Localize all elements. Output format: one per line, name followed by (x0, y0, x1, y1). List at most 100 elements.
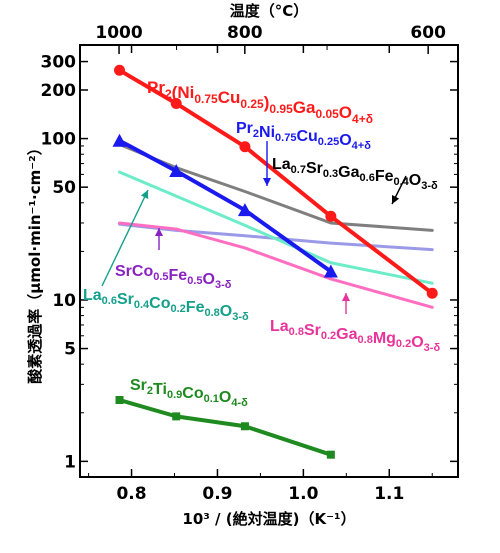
label-subscript: 0.8 (358, 334, 373, 346)
label-text: O (219, 389, 231, 406)
label-subscript: 0.75 (194, 92, 218, 106)
label-subscript: 4+δ (352, 112, 373, 126)
label-subscript: 0.8 (289, 326, 304, 338)
label-subscript: 0.6 (360, 172, 375, 184)
y-axis-title: 酸素透過率（μmol·min⁻¹·cm⁻²） (26, 140, 44, 383)
label-subscript: 0.2 (321, 330, 336, 342)
label-la-sr-ga-mg: La0.8Sr0.2Ga0.8Mg0.2O3-δ (270, 318, 440, 354)
arrow-head (155, 228, 163, 236)
label-subscript: 0.3 (323, 168, 338, 180)
label-subscript: 3-δ (232, 311, 249, 323)
label-subscript: 4+δ (352, 140, 372, 152)
data-point (325, 210, 337, 222)
top-tick-label: 1000 (95, 23, 142, 43)
arrow-la-sr-ga-fe (391, 175, 407, 205)
label-subscript: 0.5 (153, 271, 168, 283)
data-point (237, 203, 252, 217)
x-tick-label: 1.0 (288, 484, 318, 504)
label-text: O (203, 271, 215, 288)
y-tick-label: 1 (64, 452, 76, 472)
data-point (172, 412, 181, 421)
arrow-sr-co-fe (155, 228, 163, 250)
label-text: Sr (304, 322, 321, 339)
label-sr-co-fe: SrCo0.5Fe0.5O3-δ (115, 263, 232, 291)
data-point (326, 450, 335, 459)
label-subscript: 0.5 (187, 275, 202, 287)
x-axis-title: 10³ / (絶対温度)（K⁻¹） (182, 510, 355, 528)
label-subscript: 0.95 (269, 102, 293, 116)
label-text: Sr (306, 160, 323, 177)
label-subscript: 0.75 (275, 132, 296, 144)
y-tick-label: 300 (41, 53, 77, 73)
plot-frame (79, 44, 459, 478)
data-point (323, 264, 338, 278)
label-text: Fe (375, 168, 394, 185)
label-text: La (272, 156, 291, 173)
label-text: Co (182, 385, 204, 402)
arrow-la-sr-co-fe (101, 189, 149, 287)
label-text: Ga (338, 164, 359, 181)
label-subscript: 0.7 (291, 164, 306, 176)
data-point (169, 163, 184, 177)
x-tick-label: 0.9 (202, 484, 232, 504)
label-pr2ni-cu: Pr2Ni0.75Cu0.25O4+δ (236, 120, 371, 152)
label-subscript: 3-δ (421, 180, 438, 192)
label-text: Fe (186, 299, 205, 316)
y-tick-label: 200 (41, 81, 77, 101)
series-line (117, 397, 333, 457)
top-tick-label: 600 (410, 23, 446, 43)
label-text: O (339, 103, 352, 122)
series-1 (112, 133, 338, 278)
label-text: Sr (130, 377, 147, 394)
label-subscript: 0.6 (102, 295, 117, 307)
label-text: SrCo (115, 263, 153, 280)
label-subscript: 2 (165, 87, 172, 101)
label-subscript: 0.4 (393, 176, 409, 188)
label-subscript: 0.05 (315, 107, 339, 121)
series-line (118, 170, 434, 285)
axis-ticks: 0.8 0.9 1.0 1.1 1 5 10 50 100 200 300 1000 800 600 (41, 23, 458, 504)
x-tick-label: 1.1 (374, 484, 404, 504)
label-text: Ni (259, 124, 275, 141)
arrow-pr2ni-cu (263, 141, 271, 186)
arrow-shaft (101, 189, 149, 287)
label-subscript: 3-δ (215, 279, 232, 291)
data-point (240, 422, 249, 431)
label-text: Co (149, 295, 171, 312)
label-subscript: 0.2 (396, 338, 411, 350)
data-point (114, 64, 126, 76)
label-sr2ti-co: Sr2Ti0.9Co0.1O4-δ (130, 377, 248, 409)
y-tick-label: 100 (41, 130, 77, 150)
label-text: Cu (296, 128, 317, 145)
data-point (239, 141, 251, 153)
data-point (115, 395, 124, 404)
series-5 (118, 221, 434, 309)
series-4 (118, 170, 434, 285)
label-subscript: 3-δ (424, 342, 441, 354)
label-text: Ti (153, 381, 167, 398)
label-subscript: 2 (147, 385, 153, 397)
label-subscript: 0.8 (204, 307, 219, 319)
label-pr2ni-cu-ga: Pr2(Ni0.75Cu0.25)0.95Ga0.05O4+δ (147, 78, 373, 126)
label-text: Mg (373, 330, 396, 347)
arrow-head (140, 190, 149, 199)
label-subscript: 4-δ (231, 397, 248, 409)
data-point (112, 133, 127, 147)
label-text: Ga (293, 98, 316, 117)
series-0 (114, 64, 438, 299)
data-point (170, 97, 182, 109)
label-text: ) (264, 93, 270, 112)
label-la-sr-ga-fe: La0.7Sr0.3Ga0.6Fe0.4O3-δ (272, 156, 438, 192)
label-text: Pr (236, 120, 253, 137)
arrow-head (263, 178, 271, 186)
label-subscript: 0.4 (134, 299, 150, 311)
label-subscript: 0.9 (167, 389, 182, 401)
arrow-head (342, 293, 350, 301)
series-line (117, 138, 333, 274)
series-line (118, 221, 434, 309)
label-text: Cu (218, 88, 241, 107)
label-subscript: 0.1 (204, 393, 219, 405)
label-text: O (411, 334, 423, 351)
series-layer (112, 64, 438, 459)
label-subscript: 2 (253, 128, 259, 140)
